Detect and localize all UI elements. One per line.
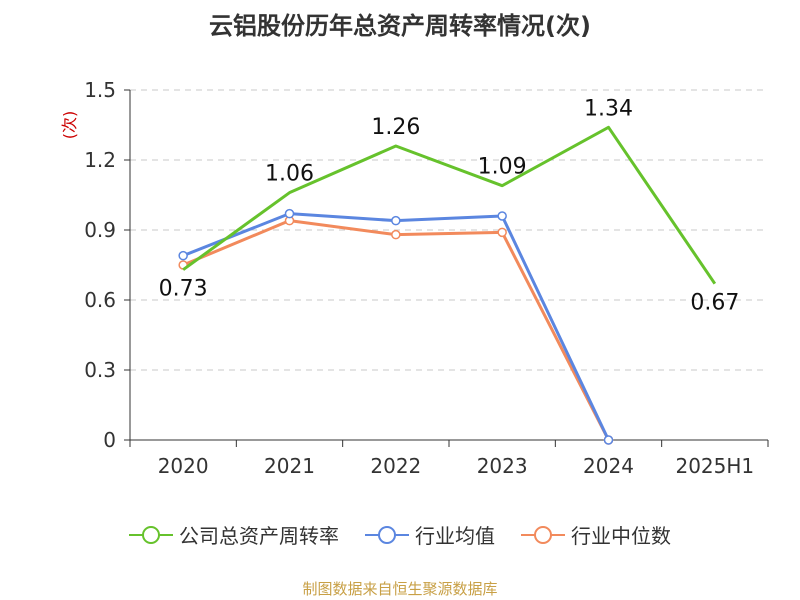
series-line: [182, 219, 610, 441]
x-tick-label: 2021: [264, 454, 315, 478]
x-tick-label: 2024: [583, 454, 634, 478]
data-point: [497, 227, 507, 238]
legend-item-industry-median[interactable]: 行业中位数: [521, 520, 671, 549]
x-tick-label: 2025H1: [675, 454, 754, 478]
y-tick-label: 0.3: [84, 358, 116, 382]
legend-label-company: 公司总资产周转率: [179, 524, 339, 548]
legend-item-company[interactable]: 公司总资产周转率: [129, 520, 339, 549]
y-tick-label: 0.6: [84, 288, 116, 312]
data-label: 1.26: [371, 115, 420, 140]
data-point: [391, 229, 401, 240]
data-point: [284, 208, 295, 219]
y-axis-label: (次): [60, 111, 79, 140]
series-lines: [178, 125, 717, 445]
data-label: 1.34: [584, 96, 633, 121]
legend-marker-industry-avg: [365, 525, 409, 544]
x-tick-label: 2022: [370, 454, 421, 478]
y-tick-label: 1.5: [84, 78, 116, 102]
y-tick-label: 1.2: [84, 148, 116, 172]
y-tick-label: 0.9: [84, 218, 116, 242]
data-label: 1.06: [265, 162, 314, 187]
data-label: 1.09: [478, 155, 527, 180]
grid-lines: [130, 89, 768, 371]
x-tick-label: 2020: [158, 454, 209, 478]
y-tick-label: 0: [103, 428, 116, 452]
legend-label-industry-median: 行业中位数: [571, 524, 671, 548]
legend-label-industry-avg: 行业均值: [415, 524, 495, 548]
data-point: [497, 211, 507, 221]
axes: 0 0.3 0.6 0.9 1.2 1.5 2020 2021 2022 2023 2024 2025…: [60, 78, 769, 478]
legend-item-industry-avg[interactable]: 行业均值: [365, 520, 495, 549]
legend: 公司总资产周转率 行业均值 行业中位数: [0, 520, 800, 549]
data-point: [391, 215, 401, 226]
data-label: 0.67: [690, 291, 739, 316]
data-labels: 0.73 1.06 1.26 1.09 1.34 0.67: [159, 96, 740, 315]
data-point: [178, 250, 188, 261]
legend-marker-company: [129, 525, 173, 544]
series-line: [182, 212, 610, 441]
x-tick-label: 2023: [477, 454, 528, 478]
series-line: [182, 125, 717, 285]
legend-marker-industry-median: [521, 525, 565, 544]
source-note: 制图数据来自恒生聚源数据库: [302, 580, 498, 598]
chart-title: 云铝股份历年总资产周转率情况(次): [209, 12, 591, 40]
data-point: [603, 435, 614, 445]
data-label: 0.73: [159, 277, 208, 302]
